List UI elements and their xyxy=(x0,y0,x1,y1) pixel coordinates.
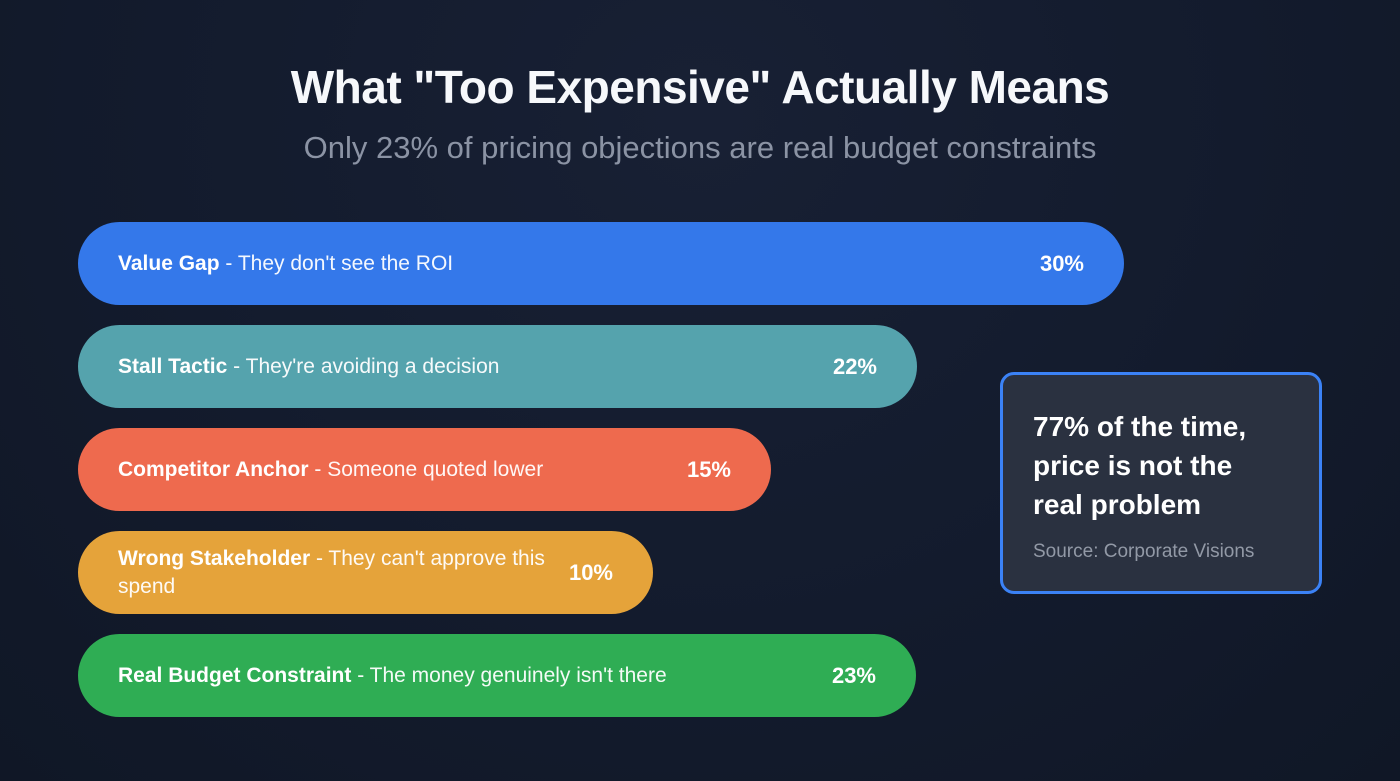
bar-category: Value Gap xyxy=(118,251,220,275)
bar-chart: Value Gap - They don't see the ROI 30% Sta… xyxy=(78,222,1124,717)
bar-value-label: 22% xyxy=(832,353,877,379)
bar-label: Value Gap - They don't see the ROI xyxy=(118,251,454,275)
bar-category: Stall Tactic xyxy=(118,354,228,378)
bar-row: Wrong Stakeholder - They can't approve t… xyxy=(78,531,653,614)
bar-label: Wrong Stakeholder - They can't approve t… xyxy=(118,546,545,598)
bar-label: Competitor Anchor - Someone quoted lower xyxy=(118,457,544,481)
bar-value-label: 15% xyxy=(686,456,731,482)
bar-value-label: 23% xyxy=(831,662,876,688)
bar-value-label: 30% xyxy=(1039,250,1084,276)
callout-heading: 77% of the time, price is not the real p… xyxy=(1033,411,1247,521)
bar-row: Competitor Anchor - Someone quoted lower… xyxy=(78,428,771,511)
page-subtitle: Only 23% of pricing objections are real … xyxy=(303,130,1097,165)
bar-category: Competitor Anchor xyxy=(118,457,309,481)
bar-row: Real Budget Constraint - The money genui… xyxy=(78,634,916,717)
bar-row: Stall Tactic - They're avoiding a decisi… xyxy=(78,325,917,408)
page-title: What "Too Expensive" Actually Means xyxy=(290,61,1110,113)
callout-source: Source: Corporate Visions xyxy=(1033,540,1255,562)
bar-label: Real Budget Constraint - The money genui… xyxy=(118,663,667,687)
bar-label: Stall Tactic - They're avoiding a decisi… xyxy=(118,354,500,378)
callout-card: 77% of the time, price is not the real p… xyxy=(1000,372,1322,594)
bar-row: Value Gap - They don't see the ROI 30% xyxy=(78,222,1124,305)
bar-category: Wrong Stakeholder xyxy=(118,546,311,570)
bar-category: Real Budget Constraint xyxy=(118,663,352,687)
bar-value-label: 10% xyxy=(568,559,613,585)
